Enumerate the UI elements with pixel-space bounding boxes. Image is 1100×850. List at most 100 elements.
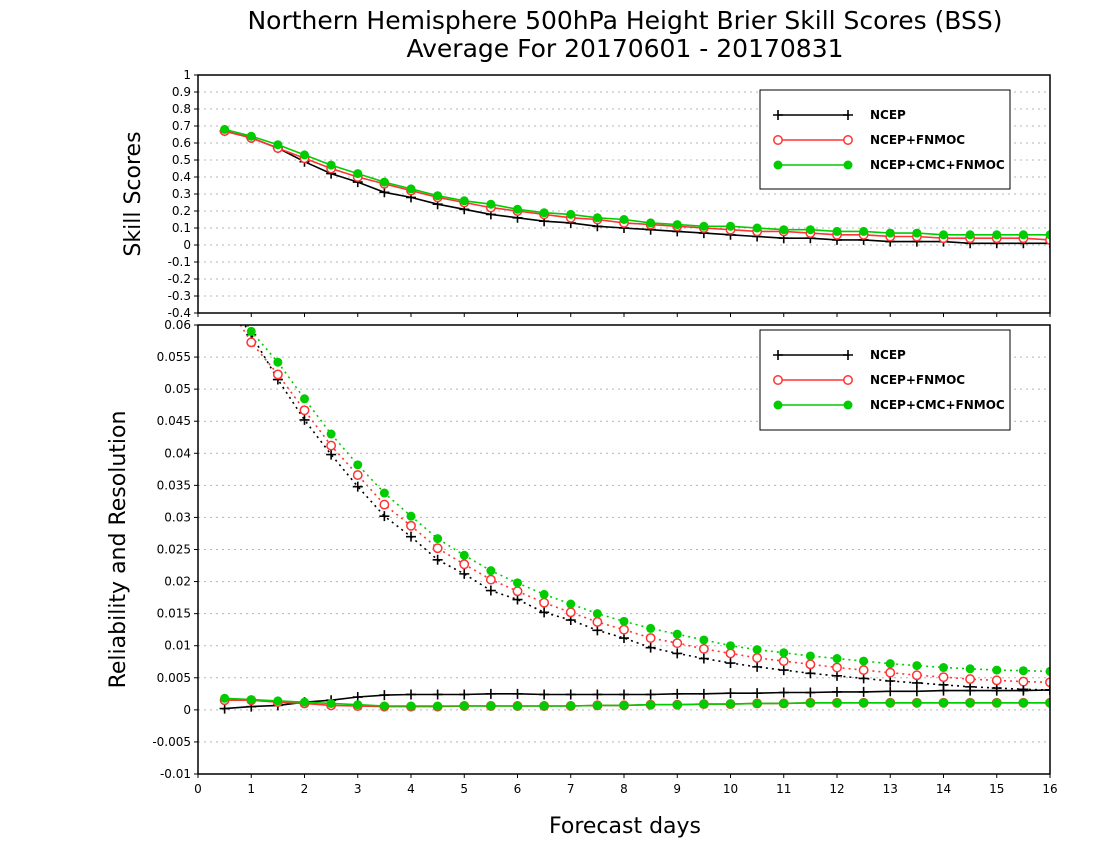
series-ncep-fnmoc-resolution-point xyxy=(965,674,976,685)
legend-ncep-marker xyxy=(773,110,783,120)
chart-subtitle: Average For 20170601 - 20170831 xyxy=(406,34,843,63)
series-ncep-cmc-fnmoc-reliability-point xyxy=(752,698,762,708)
panel-1: -0.4 -0.3 -0.2 -0.1 0 0.1 0.2 0.3 0.4 0.5 0.6 0.7 0.… xyxy=(121,68,1051,320)
series-ncep-fnmoc-resolution-point xyxy=(619,624,629,635)
y-tick-label: 0.04 xyxy=(164,446,191,460)
legend-ncep-fnmoc-label: NCEP+FNMOC xyxy=(870,373,965,387)
series-ncep-resolution-point xyxy=(778,665,789,676)
plot-frame xyxy=(197,324,1051,775)
series-ncep-cmc-fnmoc-reliability-point xyxy=(939,698,948,708)
series-ncep-cmc-fnmoc-point xyxy=(672,220,682,230)
series-ncep-reliability-point xyxy=(619,689,629,700)
series-ncep-fnmoc-resolution-point xyxy=(539,597,550,608)
y-tick-label: -0.3 xyxy=(168,289,191,303)
legend-ncep-cmc-fnmoc-marker xyxy=(773,400,783,410)
y-tick-label: 0.045 xyxy=(157,414,191,428)
series-ncep-resolution-point xyxy=(459,568,470,579)
series-ncep-cmc-fnmoc-point xyxy=(726,221,735,231)
series-ncep-cmc-fnmoc-resolution-point xyxy=(273,357,283,367)
series-ncep-reliability-point xyxy=(805,687,816,698)
series-ncep-cmc-fnmoc-point xyxy=(326,160,336,170)
legend-ncep-marker xyxy=(843,110,853,120)
series-ncep-cmc-fnmoc-reliability-point xyxy=(486,701,496,711)
series-ncep-cmc-fnmoc-resolution-point xyxy=(832,654,842,664)
series-ncep-resolution-point xyxy=(725,658,736,669)
y-tick-label: -0.4 xyxy=(168,306,191,320)
series-ncep-fnmoc-resolution-point xyxy=(246,337,257,348)
legend-ncep-fnmoc-marker xyxy=(773,375,783,385)
legend-ncep-fnmoc-marker xyxy=(843,375,853,385)
y-tick-label: -0.1 xyxy=(168,255,191,269)
x-tick-label: 11 xyxy=(776,782,791,796)
series-ncep-cmc-fnmoc-reliability-point xyxy=(885,698,895,708)
y-tick-label: 0.03 xyxy=(164,510,191,524)
series-ncep-cmc-fnmoc-resolution-point xyxy=(513,578,522,588)
y-tick-label: 0.01 xyxy=(164,639,191,653)
series-ncep-cmc-fnmoc-resolution-point xyxy=(486,566,496,576)
y-tick-label: 0.2 xyxy=(172,204,191,218)
series-ncep-resolution-point xyxy=(299,414,310,425)
series-ncep-cmc-fnmoc-resolution-point xyxy=(592,609,602,619)
series-ncep-cmc-fnmoc-reliability-point xyxy=(433,701,443,711)
series-ncep-cmc-fnmoc-resolution-point xyxy=(965,664,975,674)
series-ncep-resolution-line xyxy=(243,325,1050,691)
chart-title: Northern Hemisphere 500hPa Height Brier … xyxy=(247,6,1002,35)
x-axis-label: Forecast days xyxy=(549,814,701,839)
series-ncep-cmc-fnmoc-point xyxy=(566,209,576,219)
series-ncep-cmc-fnmoc-point xyxy=(433,191,443,201)
series-ncep-fnmoc-resolution-point xyxy=(645,633,656,643)
series-ncep-cmc-fnmoc-reliability-point xyxy=(805,698,815,708)
series-ncep-cmc-fnmoc-resolution-point xyxy=(1045,666,1050,676)
series-ncep-cmc-fnmoc-point xyxy=(832,226,842,236)
series-ncep-cmc-fnmoc-resolution-point xyxy=(672,629,682,639)
y-tick-label: 1 xyxy=(183,68,191,82)
y-tick-label: 0.06 xyxy=(164,318,191,332)
series-ncep-reliability-point xyxy=(911,686,922,697)
series-ncep-cmc-fnmoc-reliability-point xyxy=(832,698,842,708)
x-tick-label: 13 xyxy=(883,782,898,796)
series-ncep-resolution-point xyxy=(512,594,523,605)
y-tick-label: 0.015 xyxy=(157,607,191,621)
series-ncep-fnmoc-resolution-point xyxy=(352,470,363,481)
series-ncep-cmc-fnmoc-point xyxy=(992,230,1002,240)
series-ncep-fnmoc-resolution-point xyxy=(911,670,922,681)
series-ncep-reliability-point xyxy=(1018,685,1029,696)
y-tick-label: 0.8 xyxy=(172,102,191,116)
series-ncep-resolution-point xyxy=(858,673,869,684)
series-ncep-cmc-fnmoc-resolution-point xyxy=(353,460,363,470)
series-ncep-cmc-fnmoc-resolution-point xyxy=(885,659,895,669)
series-ncep-resolution-point xyxy=(379,511,390,522)
series-ncep-cmc-fnmoc-reliability-point xyxy=(300,697,309,707)
series-ncep-reliability-point xyxy=(698,688,709,699)
series-ncep-reliability-point xyxy=(459,689,470,700)
x-tick-label: 8 xyxy=(620,782,628,796)
series-ncep-reliability-point xyxy=(565,689,576,700)
series-ncep-fnmoc-resolution-point xyxy=(832,662,842,673)
series-ncep-cmc-fnmoc-resolution-line xyxy=(246,325,1050,673)
series-ncep-fnmoc-resolution-point xyxy=(885,667,896,678)
series-ncep-cmc-fnmoc-point xyxy=(912,228,922,238)
series-ncep-cmc-fnmoc-resolution-point xyxy=(805,651,815,661)
series-ncep-cmc-fnmoc-reliability-point xyxy=(379,701,389,711)
x-tick-label: 3 xyxy=(354,782,362,796)
series-ncep-reliability-point xyxy=(965,685,976,696)
plot-area xyxy=(219,124,1050,249)
series-ncep-resolution-point xyxy=(698,653,709,664)
series-ncep-cmc-fnmoc-point xyxy=(1018,230,1028,240)
series-ncep-cmc-fnmoc-reliability-point xyxy=(992,698,1002,708)
series-ncep-fnmoc-resolution-point xyxy=(1018,676,1029,687)
y-axis-label: Reliability and Resolution xyxy=(106,411,131,689)
y-tick-label: 0.5 xyxy=(172,153,191,167)
x-tick-label: 14 xyxy=(936,782,951,796)
series-ncep-reliability-point xyxy=(379,690,390,701)
series-ncep-fnmoc-resolution-point xyxy=(406,520,416,531)
series-ncep-resolution-point xyxy=(539,607,550,618)
series-ncep-cmc-fnmoc-resolution-point xyxy=(646,623,656,633)
series-ncep-cmc-fnmoc-reliability-point xyxy=(1045,698,1050,708)
panel-2: -0.01 -0.005 0 0.005 0.01 0.015 0.02 0.025 0.03 0… xyxy=(106,318,1058,796)
series-ncep-resolution-point xyxy=(326,449,337,460)
series-ncep-reliability-point xyxy=(219,703,230,714)
series-ncep-cmc-fnmoc-point xyxy=(300,150,309,160)
y-tick-label: -0.2 xyxy=(168,272,191,286)
